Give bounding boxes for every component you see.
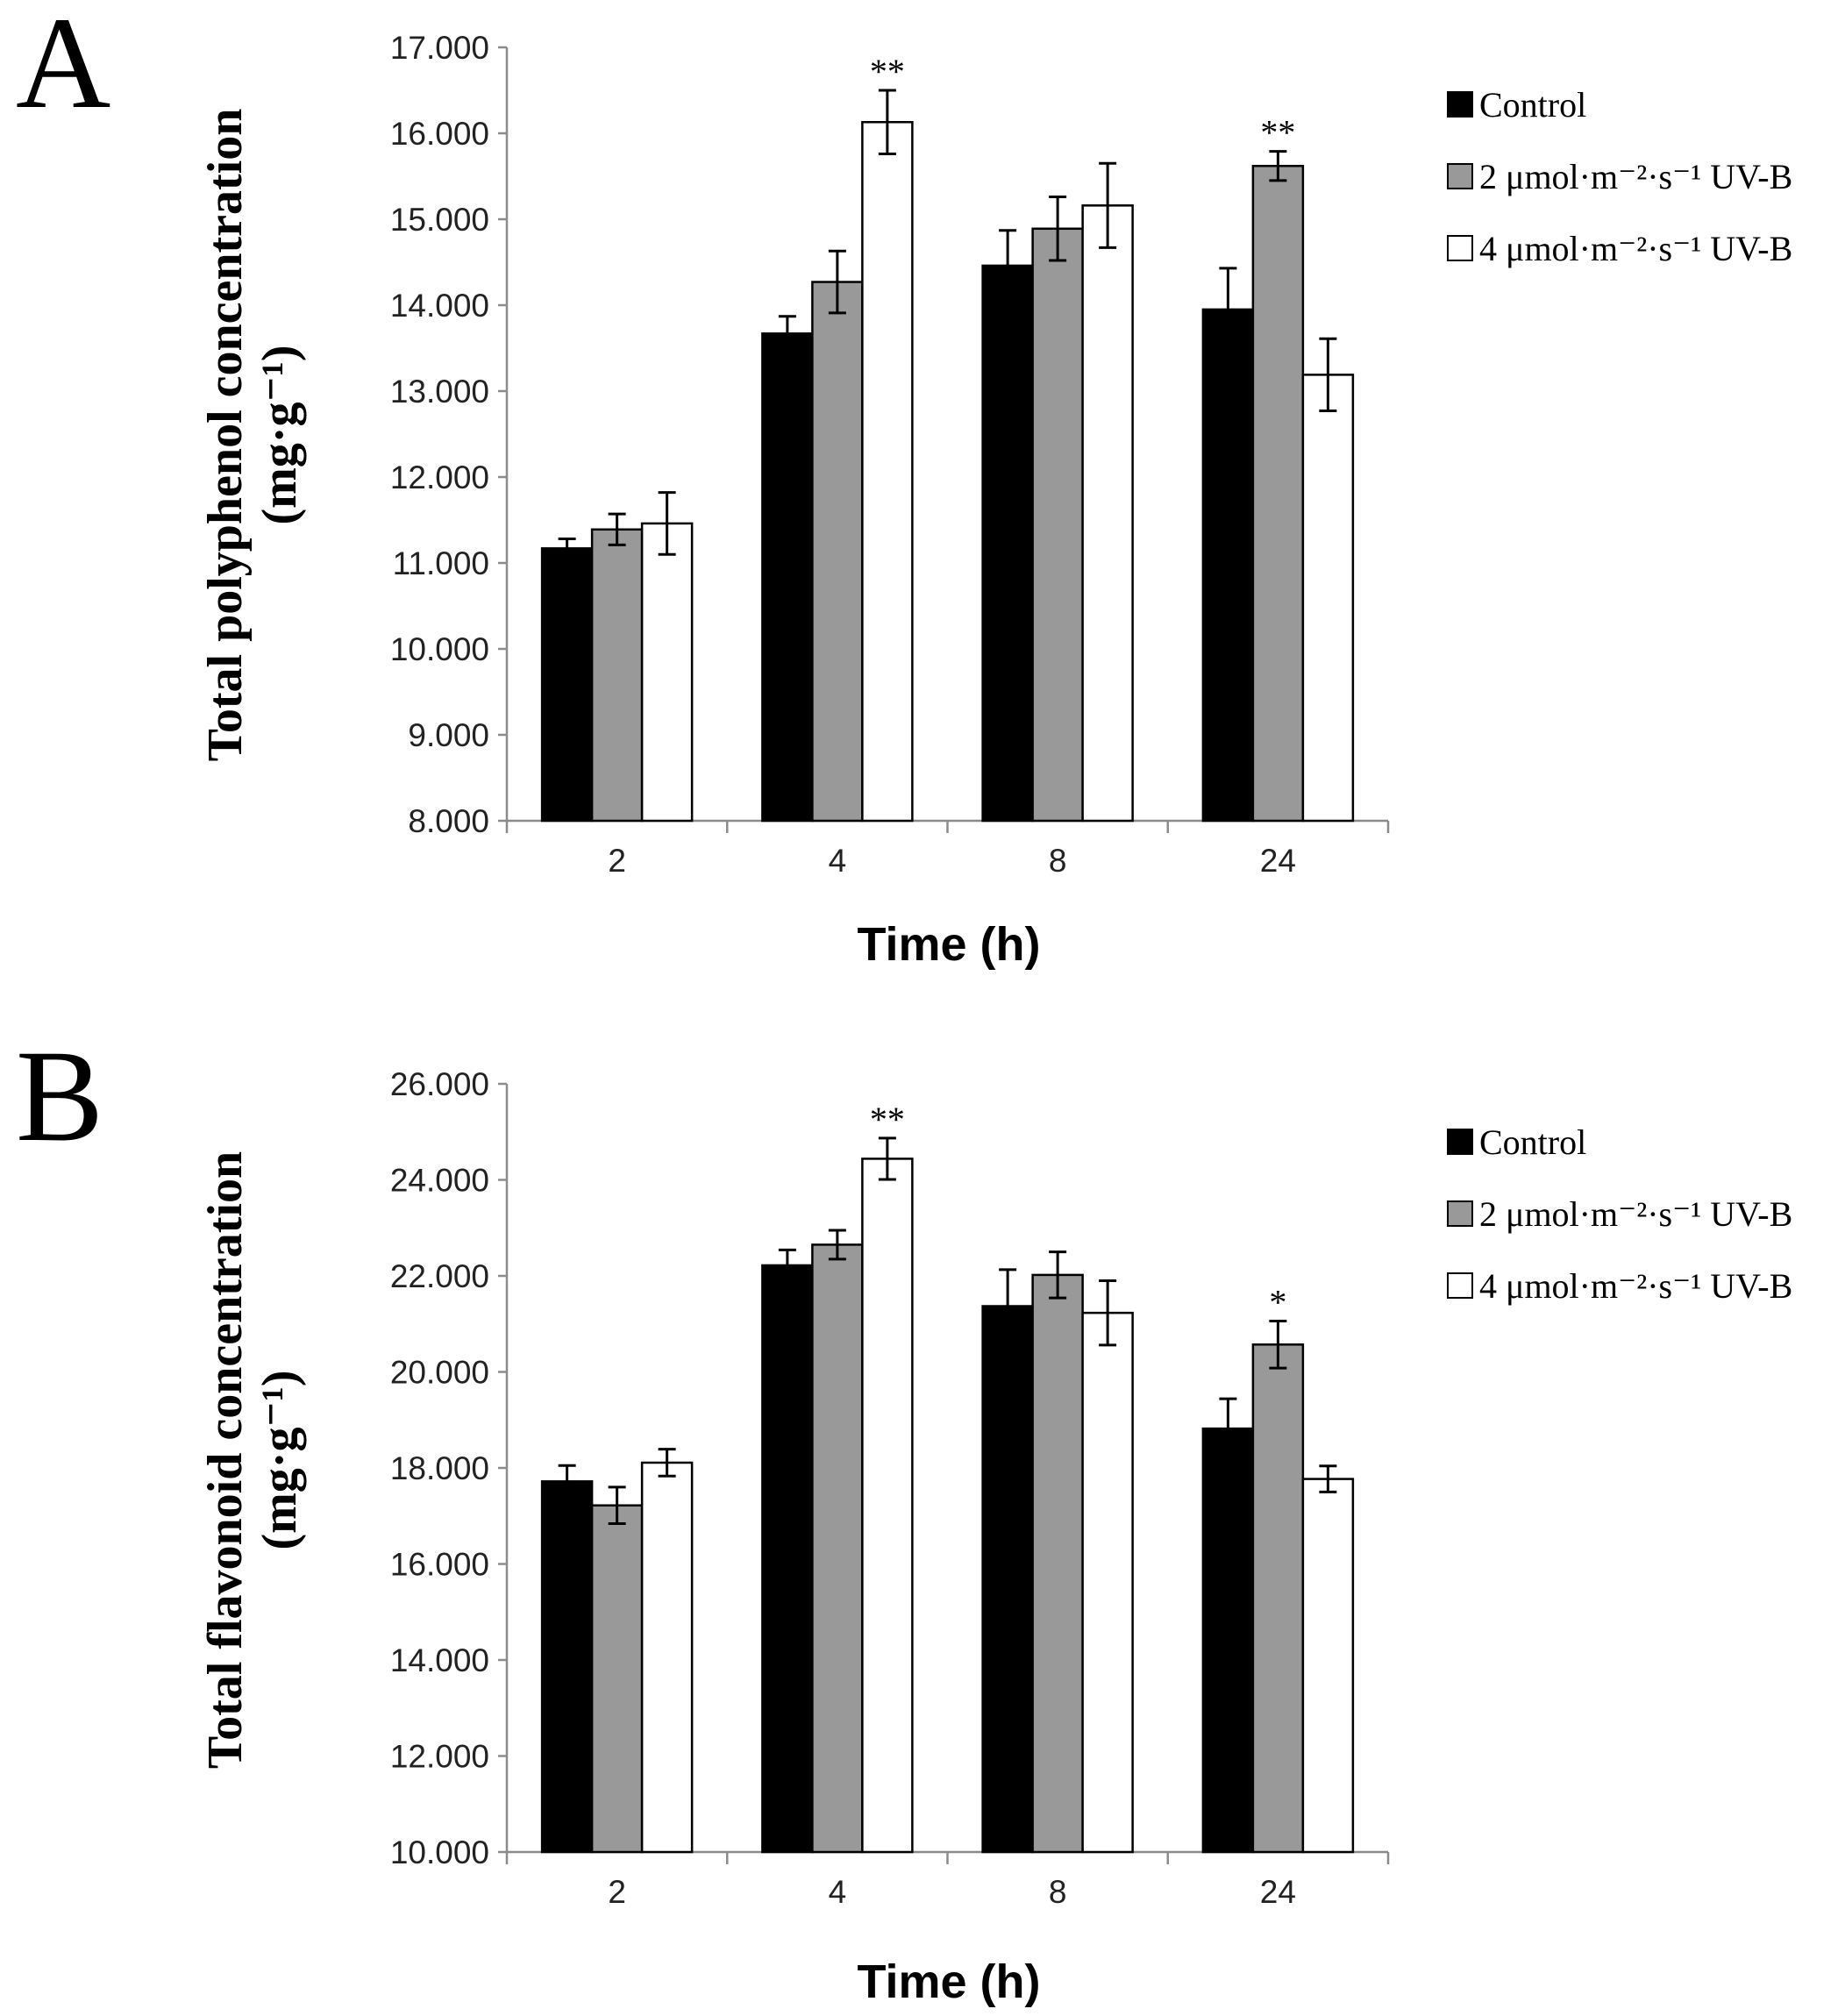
pa-y-tick-label: 10.000	[390, 631, 489, 667]
pa-x-tick-label: 4	[829, 843, 847, 879]
pa-x-tick-label: 2	[608, 843, 626, 879]
legend-label-control: Control	[1479, 85, 1586, 125]
pa-bar-4h-series-0	[761, 332, 814, 823]
panel-b-y-axis-title: Total flavonoid concentration (mg·g⁻¹)	[198, 1151, 307, 1769]
panel-a-plot-area: 8.000 9.000 10.000 11.000 12.000 13.000 14.000…	[390, 30, 1390, 879]
pa-bar-2h-series-0	[540, 547, 594, 823]
panel-b-legend: Control 2 μmol·m⁻²·s⁻¹ UV-B 4 μmol·m⁻²·s…	[1447, 1122, 1792, 1306]
legend-swatch-uvb-4	[1447, 235, 1473, 261]
legend-label-uvb-4: 4 μmol·m⁻²·s⁻¹ UV-B	[1479, 229, 1792, 268]
pb-bar-2h-series-1	[590, 1504, 644, 1854]
legend-label-uvb-2: 2 μmol·m⁻²·s⁻¹ UV-B	[1479, 157, 1792, 196]
panel-a-letter: A	[16, 0, 110, 136]
panel-b-x-axis-title: Time (h)	[857, 1955, 1040, 2008]
panel-b-plot-area: 10.000 12.000 14.000 16.000 18.000 20.000 22.0…	[390, 1066, 1390, 1910]
pb-y-tick-label: 20.000	[390, 1355, 489, 1391]
legend-swatch-control	[1447, 91, 1473, 118]
pb-x-tick-label: 24	[1260, 1874, 1296, 1910]
pa-y-tick-label: 11.000	[393, 545, 489, 581]
pb-bar-4h-series-1	[811, 1243, 864, 1854]
pb-bar-4h-series-0	[761, 1264, 814, 1854]
pa-y-tick-label: 13.000	[390, 374, 489, 410]
pa-x-tick-label: 24	[1260, 843, 1296, 879]
pa-bar-4h-series-2	[861, 121, 914, 823]
pa-bar-8h-series-1	[1031, 227, 1084, 823]
pa-y-tick-label: 14.000	[390, 288, 489, 324]
pb-bar-2h-series-2	[640, 1461, 694, 1854]
pb-bar-8h-series-2	[1081, 1311, 1134, 1854]
pb-bar-8h-series-0	[981, 1305, 1034, 1854]
pa-x-tick-label: 8	[1049, 843, 1067, 879]
pb-bar-24h-series-2	[1301, 1478, 1355, 1854]
legend-label-control: Control	[1479, 1122, 1586, 1162]
pb-y-tick-label: 18.000	[390, 1450, 489, 1486]
pb-y-tick-label: 16.000	[390, 1547, 489, 1583]
pa-bar-8h-series-0	[981, 264, 1034, 823]
legend-swatch-uvb-4	[1447, 1272, 1473, 1299]
panel-b-y-axis-unit: (mg·g⁻¹)	[253, 1371, 307, 1550]
panel-a-x-axis-title: Time (h)	[857, 918, 1040, 971]
pa-y-tick-label: 12.000	[390, 459, 489, 495]
legend-label-uvb-4: 4 μmol·m⁻²·s⁻¹ UV-B	[1479, 1266, 1792, 1306]
pb-y-tick-label: 10.000	[390, 1834, 489, 1870]
legend-swatch-uvb-2	[1447, 1200, 1473, 1227]
pa-bar-24h-series-0	[1201, 308, 1255, 823]
legend-label-uvb-2: 2 μmol·m⁻²·s⁻¹ UV-B	[1479, 1194, 1792, 1234]
pa-bar-2h-series-1	[590, 528, 644, 823]
pb-y-tick-label: 12.000	[390, 1739, 489, 1775]
pa-bar-24h-series-2	[1301, 374, 1355, 823]
pb-y-tick-label: 24.000	[390, 1163, 489, 1199]
pb-x-tick-label: 4	[829, 1874, 847, 1910]
pb-significance-marker: **	[870, 1100, 905, 1139]
pa-y-tick-label: 15.000	[390, 202, 489, 238]
legend-swatch-uvb-2	[1447, 163, 1473, 189]
panel-a-y-axis-title: Total polyphenol concentration (mg·g⁻¹)	[198, 109, 307, 762]
pb-y-tick-label: 22.000	[390, 1258, 489, 1294]
pa-significance-marker: **	[1260, 113, 1295, 153]
pa-y-tick-label: 16.000	[390, 116, 489, 152]
pa-bar-24h-series-1	[1251, 164, 1305, 823]
pa-y-tick-label: 8.000	[408, 803, 489, 839]
pa-bar-2h-series-2	[640, 522, 694, 823]
pb-bar-8h-series-1	[1031, 1273, 1084, 1854]
panel-a-y-axis-label: Total polyphenol concentration	[198, 109, 253, 762]
pb-x-tick-label: 2	[608, 1874, 626, 1910]
panel-b-letter: B	[16, 1023, 103, 1169]
pb-y-tick-label: 14.000	[390, 1642, 489, 1678]
pa-significance-marker: **	[870, 52, 905, 91]
pa-y-tick-label: 17.000	[390, 30, 489, 66]
pa-bar-4h-series-1	[811, 281, 864, 823]
pb-y-tick-label: 26.000	[390, 1066, 489, 1102]
legend-swatch-control	[1447, 1129, 1473, 1155]
pa-bar-8h-series-2	[1081, 204, 1134, 823]
pb-significance-marker: *	[1269, 1282, 1286, 1321]
pb-bar-24h-series-1	[1251, 1343, 1305, 1854]
panel-b-y-axis-label: Total flavonoid concentration	[198, 1151, 253, 1769]
panel-a-legend: Control 2 μmol·m⁻²·s⁻¹ UV-B 4 μmol·m⁻²·s…	[1447, 85, 1792, 268]
pa-y-tick-label: 9.000	[408, 717, 489, 753]
pb-x-tick-label: 8	[1049, 1874, 1067, 1910]
panel-b: B Total flavonoid concentration (mg·g⁻¹)…	[16, 1023, 1792, 2008]
pb-bar-2h-series-0	[540, 1480, 594, 1854]
pb-bar-4h-series-2	[861, 1158, 914, 1854]
panel-a-y-axis-unit: (mg·g⁻¹)	[253, 345, 307, 525]
panel-a: A Total polyphenol concentration (mg·g⁻¹…	[16, 0, 1792, 971]
pb-bar-24h-series-0	[1201, 1427, 1255, 1854]
